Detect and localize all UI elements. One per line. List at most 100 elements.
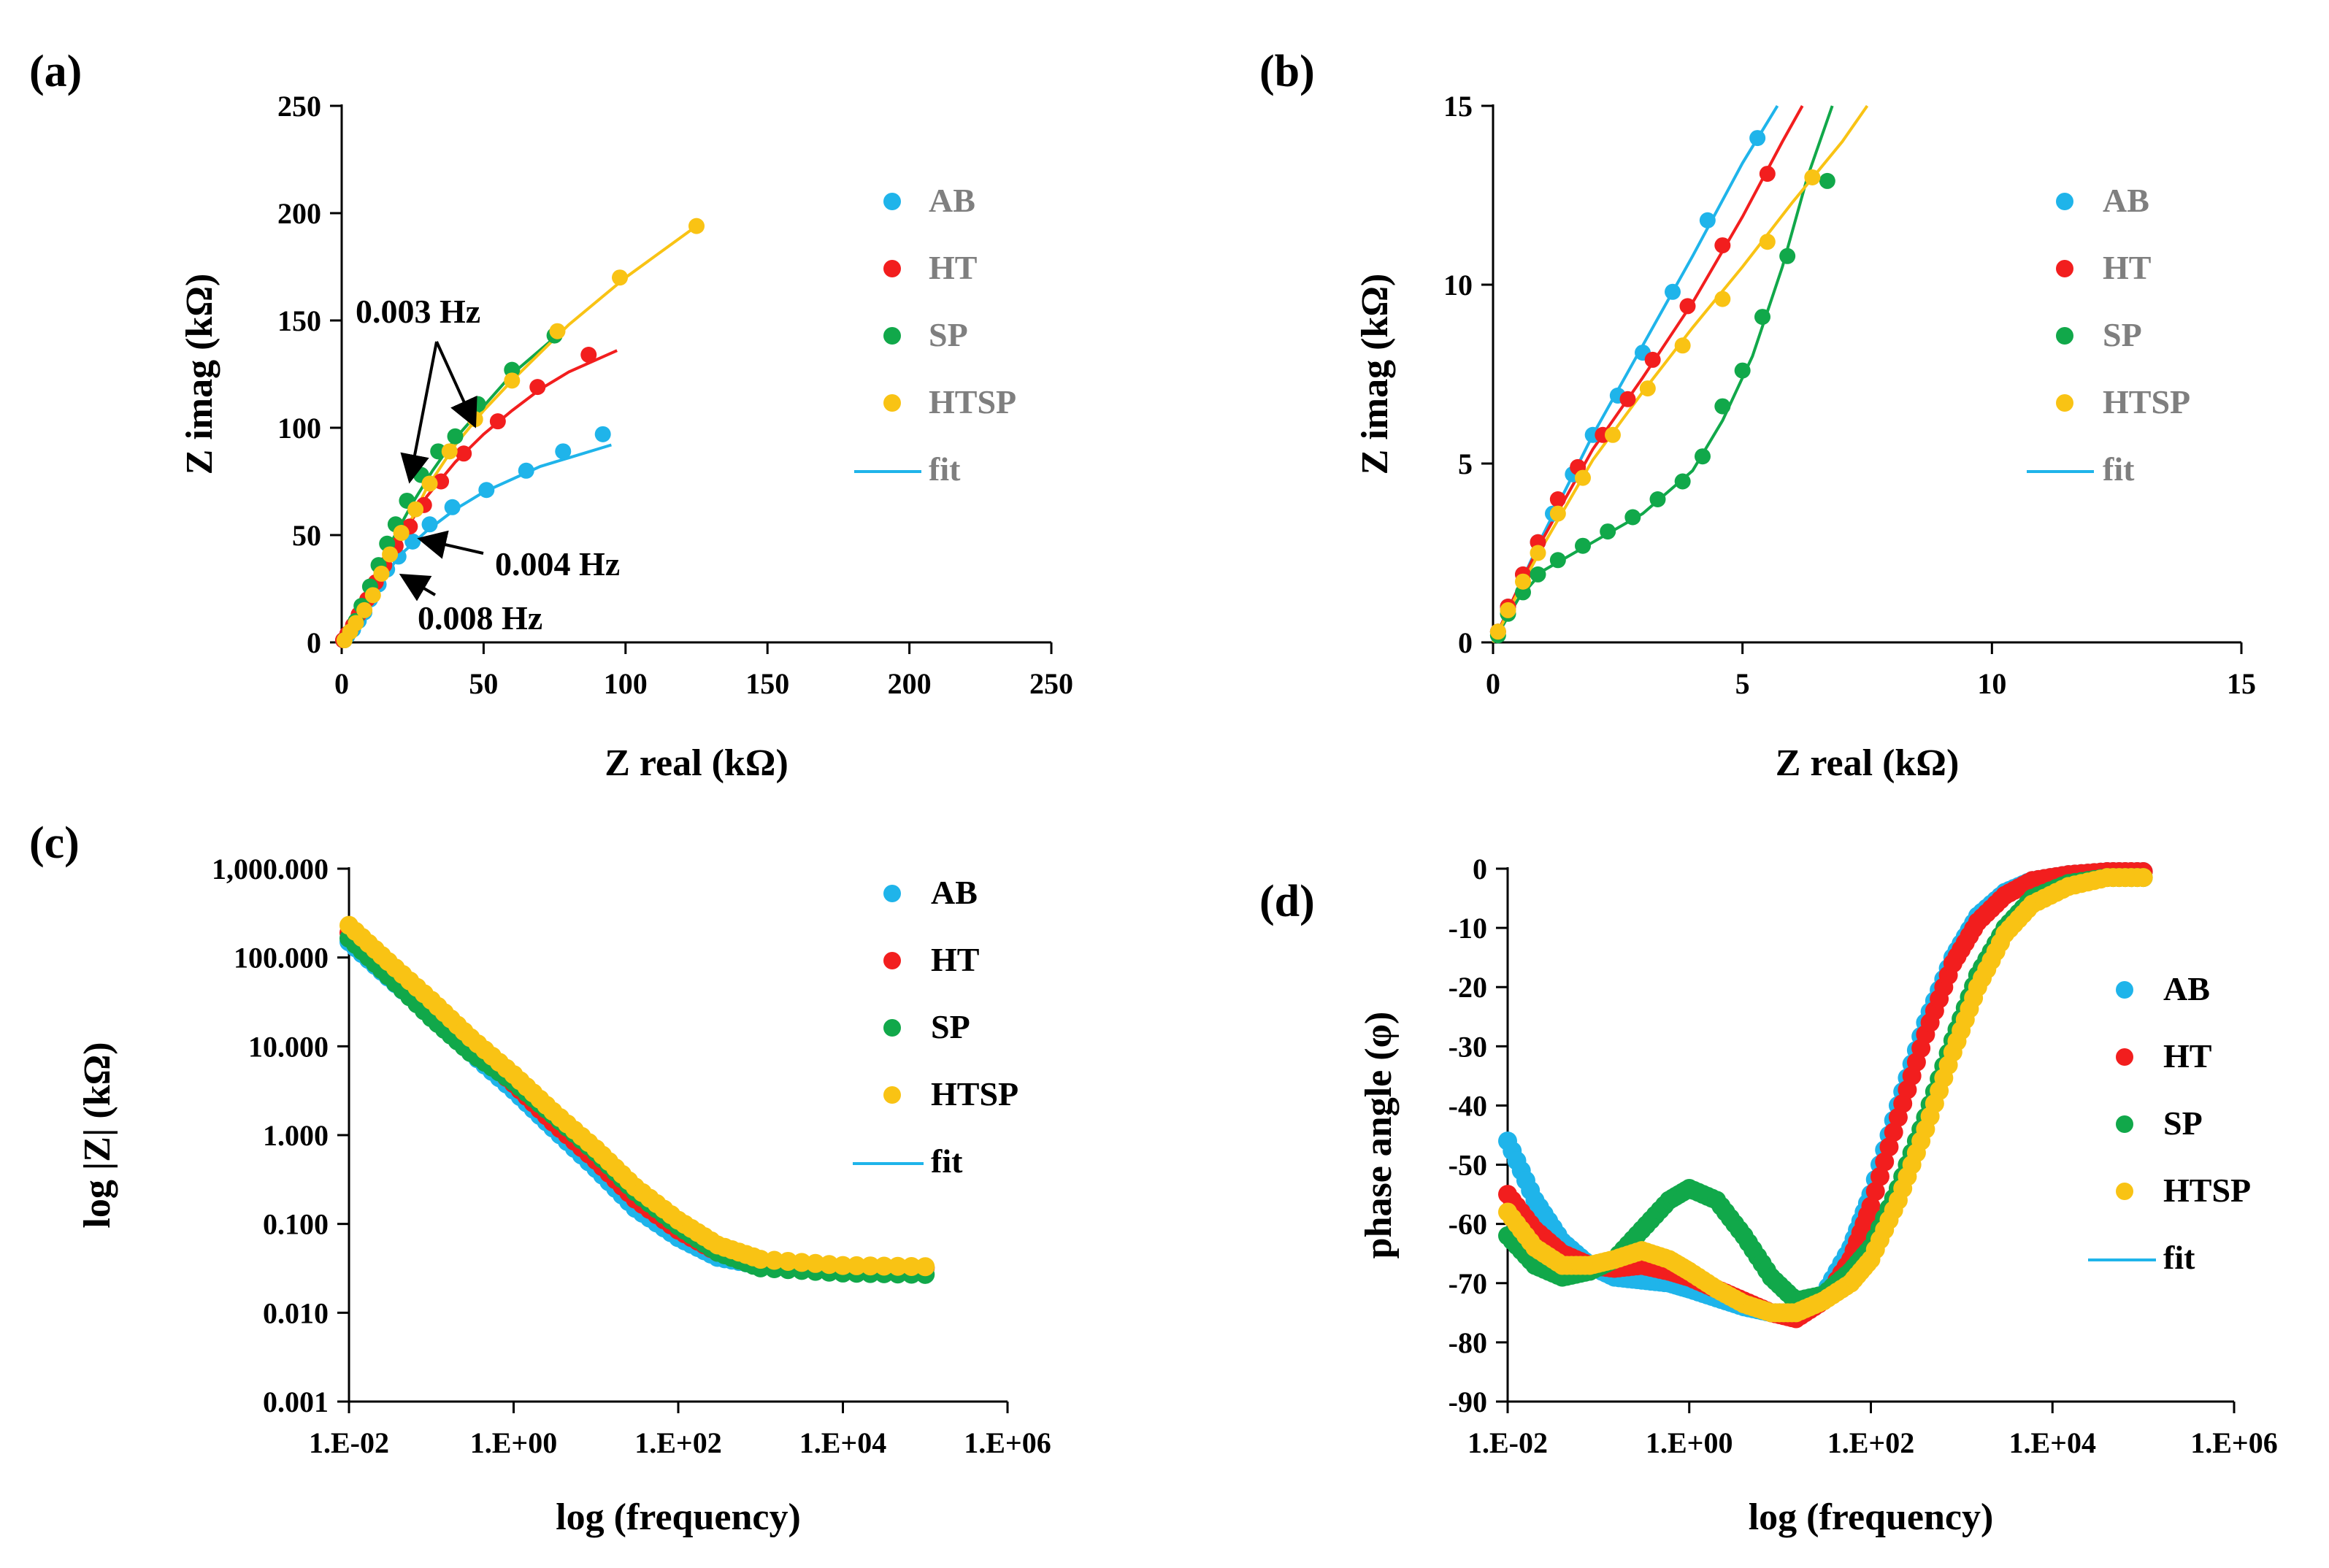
data-point [1649, 491, 1666, 507]
y-tick-label: 50 [292, 519, 321, 552]
legend-label-ht: HT [929, 249, 977, 286]
chart-panel-c: (c) 1.E-02 1.E+00 1.E+02 1.E+04 1.E+06 0.001 0.… [29, 818, 1051, 1538]
annotation-0004hz: 0.004 Hz [495, 545, 620, 583]
x-tick-label: 1.E-02 [1467, 1426, 1548, 1459]
data-point [469, 396, 486, 412]
x-tick-label: 1.E-02 [309, 1426, 389, 1459]
x-tick-label: 5 [1735, 667, 1750, 700]
data-point [1644, 351, 1661, 368]
series-sp [1498, 868, 2153, 1311]
series-htsp [336, 218, 705, 649]
data-point [489, 413, 506, 430]
y-tick-label: -90 [1449, 1386, 1487, 1418]
data-point [819, 1255, 839, 1275]
data-point [1714, 237, 1731, 254]
legend-marker-ht [883, 952, 901, 969]
chart-panel-b: (b) 0 5 10 15 0 5 10 15 Z real (kΩ) Z imag (kΩ) AB H… [1259, 47, 2256, 784]
legend-label-ab: AB [2163, 970, 2210, 1007]
y-tick-label: 0 [307, 626, 321, 659]
data-point [1759, 166, 1776, 182]
data-point [421, 516, 438, 533]
legend-marker-ab [2116, 981, 2133, 999]
legend-marker-htsp [883, 1086, 901, 1104]
series-sp [1489, 172, 1835, 644]
y-tick-label: 200 [277, 197, 321, 230]
y-tick-label: 0.100 [263, 1208, 329, 1241]
annotations: 0.003 Hz 0.004 Hz 0.008 Hz [356, 293, 620, 637]
series-sp [339, 929, 935, 1284]
y-tick-label: 0.001 [263, 1386, 329, 1418]
series-ht [339, 923, 935, 1277]
data-point [373, 565, 390, 582]
data-point [916, 1257, 935, 1277]
x-tick-label: 1.E+04 [2009, 1426, 2096, 1459]
data-point [1804, 169, 1821, 185]
x-tick-label: 1.E+00 [1646, 1426, 1733, 1459]
y-tick-label: 0.010 [263, 1296, 329, 1329]
data-point [447, 428, 464, 445]
y-axis-title: Z imag (kΩ) [1354, 274, 1396, 475]
data-point [348, 615, 364, 631]
data-point [778, 1251, 798, 1271]
y-tick-label: 100.000 [234, 942, 329, 975]
data-point [1549, 552, 1566, 569]
series-htsp [339, 915, 935, 1277]
data-point [1749, 130, 1766, 147]
legend-label-sp: SP [2103, 316, 2142, 353]
data-point [444, 499, 461, 515]
annotation-0003hz: 0.003 Hz [356, 293, 480, 330]
x-tick-label: 15 [2227, 667, 2256, 700]
data-point [861, 1256, 880, 1276]
data-point [518, 462, 534, 479]
annotation-arrow [400, 341, 438, 484]
legend-label-fit: fit [2103, 450, 2135, 488]
x-tick-label: 1.E+06 [964, 1426, 1051, 1459]
data-point [1819, 172, 1835, 189]
y-tick-label: -20 [1449, 971, 1487, 1004]
x-tick-label: 100 [604, 667, 648, 700]
data-point [1619, 391, 1636, 407]
x-tick-label: 50 [469, 667, 498, 700]
data-point [1624, 509, 1641, 526]
y-axis-title: Z imag (kΩ) [179, 274, 220, 475]
legend-label-ab: AB [931, 874, 978, 911]
legend-label-htsp: HTSP [931, 1075, 1018, 1112]
y-tick-label: -30 [1449, 1030, 1487, 1063]
data-point [1714, 291, 1731, 307]
y-tick-label: 1,000.000 [212, 853, 329, 885]
legend-label-sp: SP [931, 1008, 970, 1045]
x-tick-label: 1.E+02 [634, 1426, 721, 1459]
data-point [1714, 398, 1731, 415]
fit-line-ht [1492, 105, 1804, 643]
annotation-arrow [417, 530, 484, 559]
data-point [356, 602, 373, 618]
data-point [1699, 212, 1716, 228]
data-point [1779, 247, 1796, 264]
data-point [1575, 469, 1591, 486]
legend-label-fit: fit [929, 450, 961, 488]
data-point [1549, 505, 1566, 522]
fit-line-sp [1492, 105, 1834, 644]
data-point [393, 525, 410, 542]
plot-area [1498, 862, 2153, 1329]
legend-marker-ht [2056, 260, 2073, 277]
x-axis-title: Z real (kΩ) [605, 742, 789, 784]
data-point [1549, 491, 1566, 507]
data-point [404, 533, 421, 550]
x-tick-label: 1.E+00 [470, 1426, 557, 1459]
legend-label-htsp: HTSP [929, 383, 1016, 420]
panel-label: (b) [1259, 47, 1315, 96]
legend-marker-htsp [2116, 1183, 2133, 1200]
data-point [847, 1256, 867, 1275]
plot-area [339, 915, 935, 1284]
data-point [612, 269, 629, 286]
data-point [1870, 1167, 1889, 1186]
y-tick-label: -80 [1449, 1326, 1487, 1359]
legend-marker-htsp [883, 394, 901, 412]
y-tick-label: 0 [1473, 853, 1487, 885]
data-point [1734, 362, 1751, 379]
x-tick-label: 1.E+02 [1827, 1426, 1914, 1459]
